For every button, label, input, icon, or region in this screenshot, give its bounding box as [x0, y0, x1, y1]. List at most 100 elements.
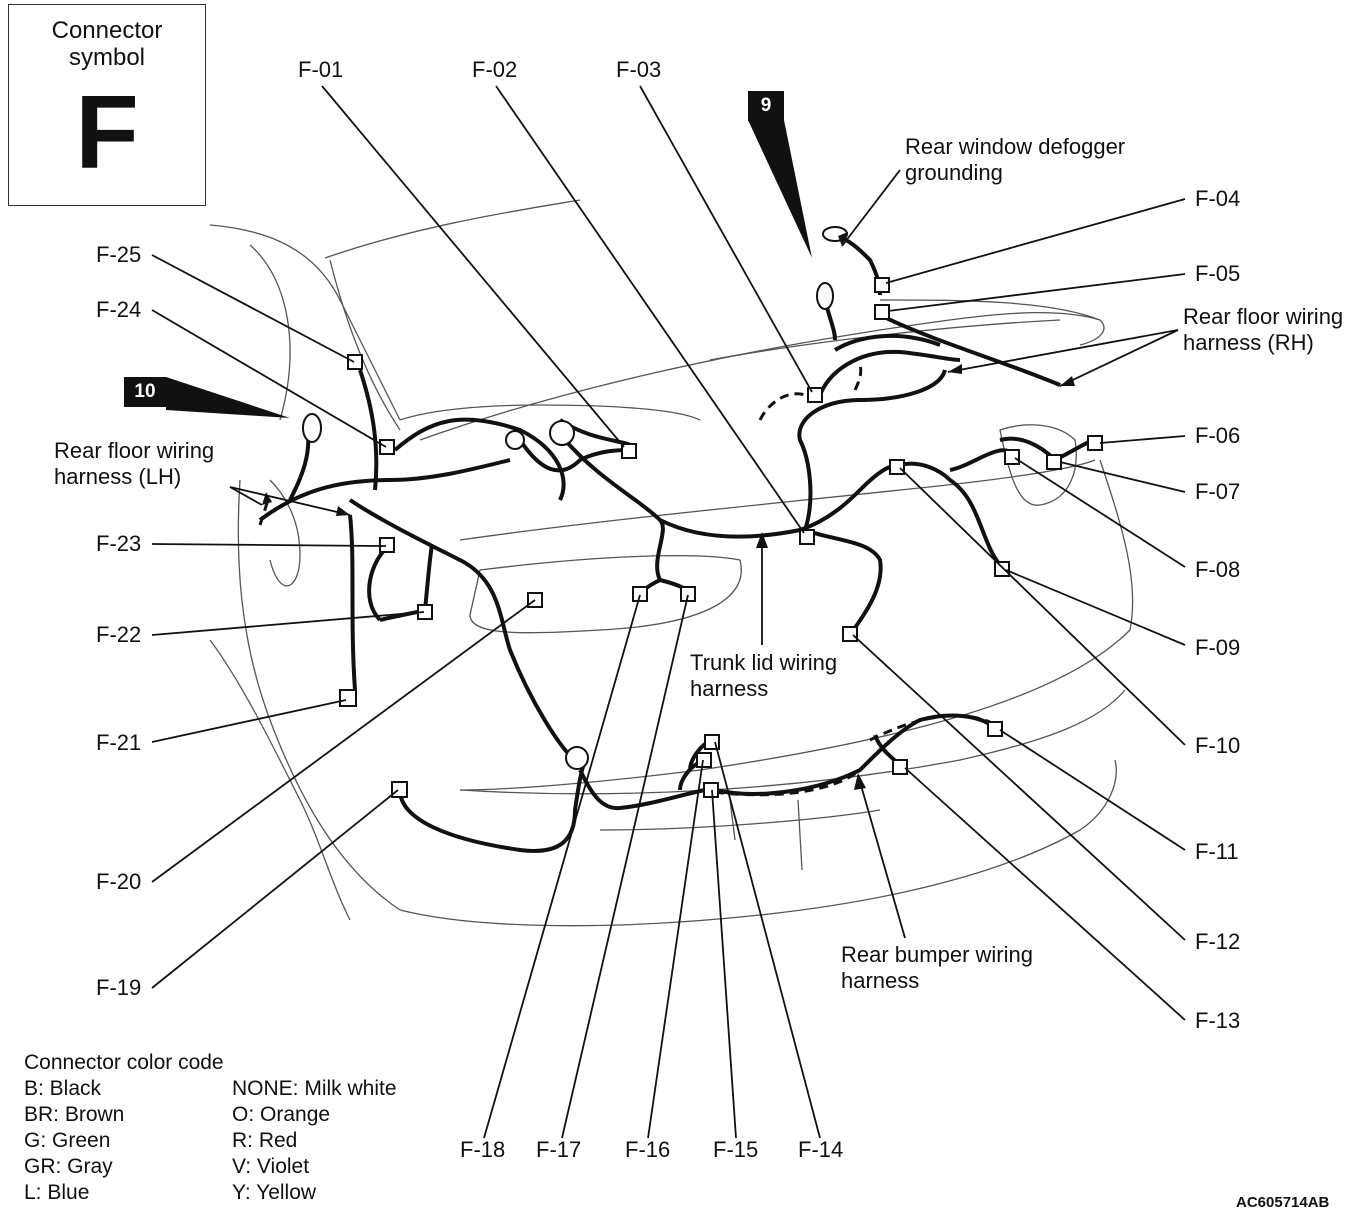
connector-housings [339, 277, 1103, 798]
leader-line-f08 [1014, 457, 1186, 568]
color-code-item: NONE: Milk white [232, 1077, 397, 1100]
color-code-item: BR: Brown [24, 1103, 125, 1126]
label-f17: F-17 [536, 1137, 582, 1162]
leader-line-f01 [321, 85, 625, 448]
marker-10: 10 [124, 377, 166, 407]
connector-housing [391, 781, 408, 798]
leader-line-floor-lh-a [229, 486, 263, 506]
leader-line-f11 [999, 729, 1186, 851]
connector-housing [892, 759, 908, 775]
connector-color-code: Connector color code B: Black BR: Brown … [24, 1050, 444, 1204]
label-f19: F-19 [96, 975, 142, 1000]
ground-terminal [302, 413, 322, 443]
arrowhead [1060, 376, 1075, 386]
color-code-item: GR: Gray [24, 1155, 113, 1178]
connector-housing [874, 304, 890, 320]
color-code-item: G: Green [24, 1129, 111, 1152]
note-rear-bumper-harness: Rear bumper wiring harness [841, 942, 1033, 993]
figure-code: AC605714AB [1236, 1194, 1330, 1211]
leader-line-f04 [885, 198, 1186, 284]
leader-line-f10 [899, 467, 1186, 746]
leader-line-f05 [887, 273, 1186, 312]
label-f23: F-23 [96, 531, 142, 556]
color-code-item: Y: Yellow [232, 1181, 317, 1204]
connector-housing [799, 529, 815, 545]
color-code-item: V: Violet [232, 1155, 310, 1178]
connector-housing [621, 443, 637, 459]
color-code-left-column: B: Black BR: Brown G: Green GR: Gray L: … [24, 1076, 124, 1206]
leader-line-f09 [1005, 569, 1186, 646]
leader-line-f16 [647, 759, 704, 1139]
leader-line-f23 [151, 543, 387, 547]
label-f11: F-11 [1195, 839, 1239, 864]
arrowhead [854, 773, 866, 790]
connector-housing [1004, 449, 1020, 465]
leader-line-f14 [714, 741, 821, 1139]
label-f20: F-20 [96, 869, 142, 894]
label-f21: F-21 [96, 730, 142, 755]
label-f14: F-14 [798, 1137, 844, 1162]
color-code-item: L: Blue [24, 1181, 90, 1204]
note-trunk-lid-harness: Trunk lid wiring harness [690, 650, 838, 701]
leader-line-bumper [857, 774, 906, 939]
connector-housing [889, 459, 905, 475]
color-code-item: O: Orange [232, 1103, 331, 1126]
leader-line-f20 [151, 599, 536, 883]
note-defogger-grounding: Rear window defogger grounding [905, 134, 1126, 185]
dashed-harness [258, 364, 991, 797]
label-f03: F-03 [616, 57, 662, 82]
connector-housing [680, 586, 696, 602]
connector-housing [379, 439, 395, 455]
label-f24: F-24 [96, 297, 142, 322]
color-code-item: R: Red [232, 1129, 298, 1152]
label-f10: F-10 [1195, 733, 1241, 758]
arrowhead [838, 232, 848, 246]
label-f06: F-06 [1195, 423, 1241, 448]
grommet [505, 430, 525, 450]
label-f22: F-22 [96, 622, 142, 647]
leader-line-f06 [1099, 435, 1186, 444]
note-floor-harness-lh: Rear floor wiring harness (LH) [54, 438, 215, 489]
leader-line-f22 [151, 611, 425, 636]
label-f12: F-12 [1195, 929, 1241, 954]
leader-line-f21 [151, 699, 347, 743]
legend-letter: F [75, 75, 139, 191]
legend-title: Connector symbol [51, 17, 163, 71]
connector-housing [1046, 454, 1062, 470]
connector-housing [994, 561, 1010, 577]
leader-line-f02 [495, 85, 805, 534]
leader-line-floor-rh-b [1059, 329, 1179, 387]
marker-10-arrow [166, 377, 290, 418]
connector-housing [347, 354, 363, 370]
leader-line-f12 [852, 634, 1186, 941]
arrowheads [262, 232, 1075, 790]
leader-line-f15 [711, 789, 737, 1139]
label-f08: F-08 [1195, 557, 1241, 582]
label-f18: F-18 [460, 1137, 506, 1162]
marker-9-arrow [748, 120, 812, 258]
leader-line-f03 [639, 85, 813, 393]
connector-housing [379, 537, 395, 553]
label-f07: F-07 [1195, 479, 1241, 504]
connector-housing [703, 782, 719, 798]
connector-housing [874, 277, 890, 293]
connector-housing [339, 689, 357, 707]
leader-lines [151, 85, 1186, 1139]
leader-line-floor-lh-b [229, 486, 351, 516]
ground-terminals [302, 226, 848, 770]
note-floor-harness-rh: Rear floor wiring harness (RH) [1183, 304, 1344, 355]
leader-line-f19 [151, 789, 399, 989]
connector-symbol-legend: Connector symbol F [8, 4, 206, 206]
connector-housing [632, 586, 648, 602]
leader-line-f25 [151, 254, 355, 363]
color-code-title: Connector color code [24, 1051, 224, 1074]
ground-terminal [816, 282, 834, 310]
connector-housing [1087, 435, 1103, 451]
label-f13: F-13 [1195, 1008, 1241, 1033]
car-body-outline [209, 199, 1134, 927]
label-f04: F-04 [1195, 186, 1241, 211]
marker-9: 9 [748, 91, 784, 121]
label-f16: F-16 [625, 1137, 671, 1162]
leader-line-f17 [561, 594, 689, 1139]
